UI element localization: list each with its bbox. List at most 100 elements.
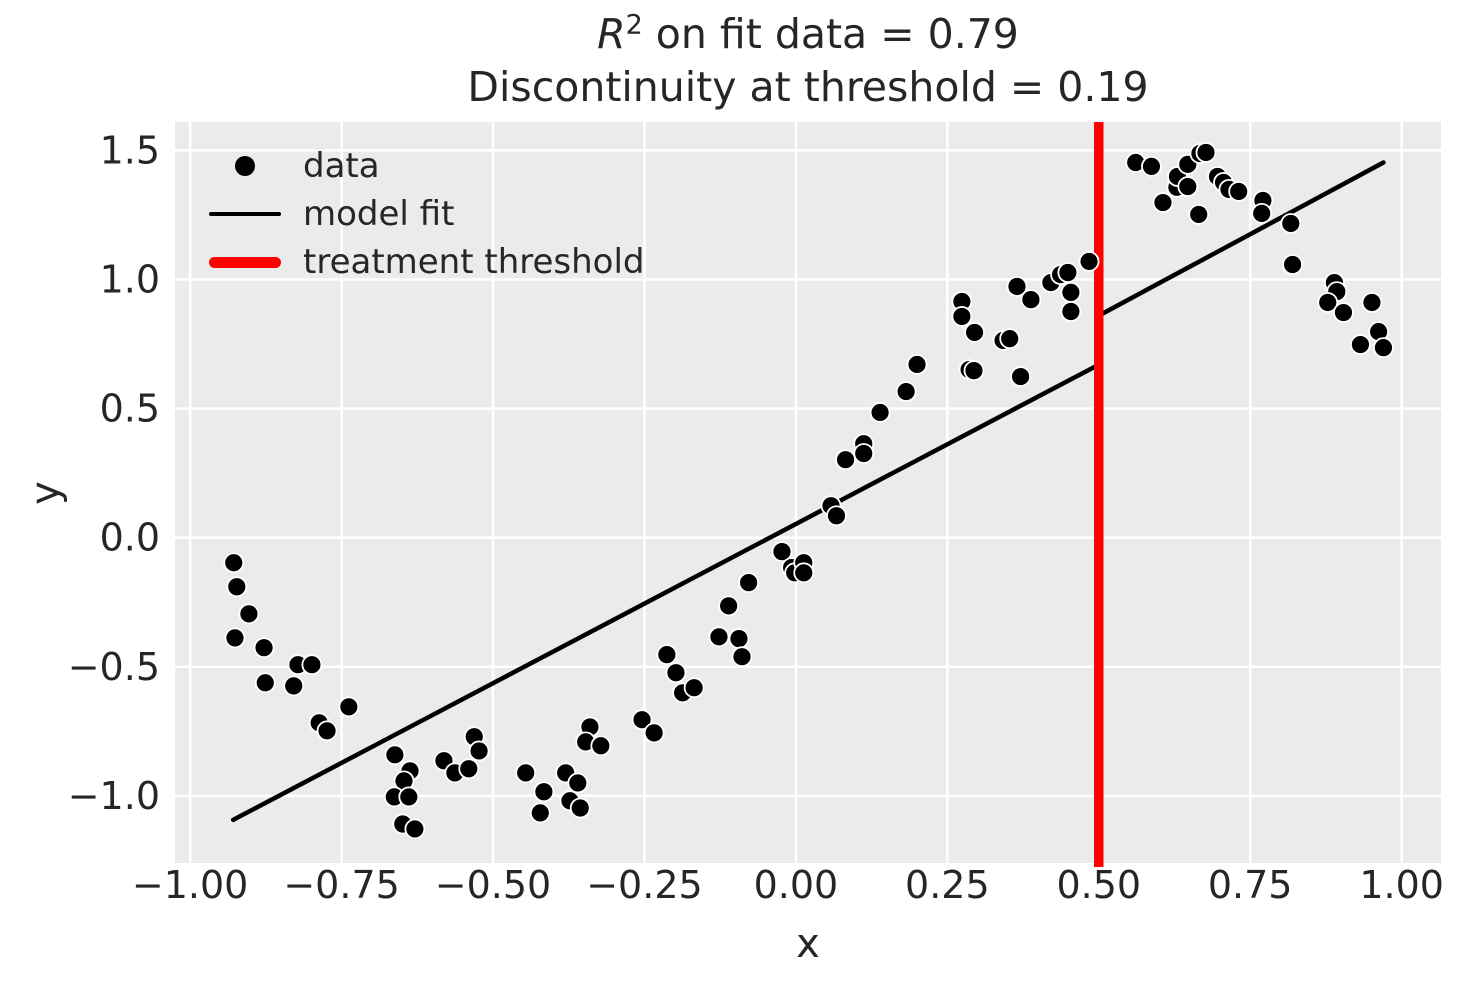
data-point: [964, 322, 985, 343]
data-point: [1006, 276, 1028, 297]
legend-swatch: [203, 256, 287, 268]
y-tick-label: −1.0: [68, 774, 160, 818]
data-point: [1010, 366, 1032, 387]
model-fit-line-icon: [209, 212, 281, 216]
x-tick-label: 0.50: [1056, 863, 1141, 907]
legend-label: treatment threshold: [303, 242, 645, 282]
data-point: [316, 720, 338, 742]
legend-swatch: [203, 212, 287, 216]
data-point: [238, 603, 260, 625]
data-point: [665, 662, 687, 684]
x-tick-label: −0.75: [283, 863, 399, 907]
data-point: [853, 443, 875, 464]
data-point: [301, 654, 323, 676]
data-point: [1057, 262, 1079, 283]
data-point: [771, 541, 793, 563]
data-point: [283, 675, 305, 697]
data-point: [567, 772, 589, 794]
data-point: [826, 505, 847, 527]
x-tick-label: 0.25: [905, 863, 990, 907]
data-point: [1251, 202, 1273, 224]
data-point: [533, 781, 555, 803]
x-tick-label: 0.00: [754, 863, 839, 907]
data-point: [1317, 292, 1339, 313]
x-tick-label: 1.00: [1359, 863, 1444, 907]
data-point: [254, 672, 276, 694]
x-tick-label: −0.50: [435, 863, 551, 907]
data-point: [643, 722, 665, 744]
data-point: [1060, 301, 1082, 322]
model-fit-line: [1096, 160, 1386, 318]
y-tick-label: 1.0: [100, 257, 160, 301]
data-point: [223, 552, 245, 574]
data-point: [835, 449, 856, 471]
data-point: [384, 744, 406, 766]
data-point: [1152, 192, 1174, 213]
model-fit-line: [230, 362, 1102, 823]
x-tick-label: 0.75: [1208, 863, 1293, 907]
data-point: [999, 328, 1021, 350]
title-line-1-text: on fit data = 0.79: [642, 10, 1019, 58]
data-point: [895, 381, 917, 402]
data-point: [226, 576, 248, 598]
data-point: [1373, 337, 1394, 359]
data-point: [793, 562, 815, 584]
data-point: [1195, 142, 1217, 163]
x-tick-label: −0.25: [586, 863, 702, 907]
data-point: [468, 740, 490, 762]
threshold-line-icon: [209, 256, 281, 268]
data-point: [683, 677, 705, 699]
data-point: [1188, 204, 1210, 225]
data-point: [515, 762, 537, 784]
data-point: [656, 644, 678, 666]
data-point: [869, 402, 891, 423]
data-point: [906, 354, 928, 375]
data-point: [951, 306, 973, 327]
legend-label: data: [303, 146, 380, 186]
data-point: [1177, 176, 1199, 197]
data-point: [708, 626, 730, 648]
data-point: [253, 637, 275, 659]
x-tick-label: −1.00: [132, 863, 248, 907]
data-point: [224, 627, 246, 649]
data-point: [1280, 213, 1302, 234]
data-point: [404, 818, 426, 840]
data-point: [1020, 289, 1042, 311]
y-tick-label: 1.5: [100, 128, 160, 172]
data-point: [718, 595, 740, 617]
chart-title: R2 on fit data = 0.79 Discontinuity at t…: [175, 8, 1441, 114]
y-tick-label: 0.0: [100, 516, 160, 560]
legend-entry-treatment-threshold: treatment threshold: [203, 238, 645, 286]
title-r-exponent: 2: [625, 9, 643, 41]
legend-entry-data: data: [203, 142, 645, 190]
legend: data model fit treatment threshold: [203, 142, 645, 286]
data-point: [1060, 282, 1082, 303]
data-point: [1141, 156, 1162, 177]
data-point: [590, 735, 612, 757]
x-axis-label: x: [796, 921, 820, 967]
data-point: [458, 758, 480, 780]
data-point: [1361, 292, 1383, 313]
data-point: [529, 802, 551, 824]
data-point: [731, 646, 753, 668]
data-point: [569, 797, 591, 819]
data-point: [338, 696, 360, 718]
data-point: [738, 572, 760, 594]
data-point: [1282, 254, 1303, 275]
title-line-2: Discontinuity at threshold = 0.19: [467, 63, 1149, 111]
legend-label: model fit: [303, 194, 455, 234]
data-point: [963, 360, 985, 382]
y-axis-label: y: [22, 481, 68, 505]
data-point: [1333, 302, 1354, 323]
data-point: [631, 709, 653, 731]
legend-swatch: [203, 156, 287, 176]
legend-entry-model-fit: model fit: [203, 190, 645, 238]
title-line-1: R2 on fit data = 0.79: [175, 8, 1441, 61]
data-point: [728, 628, 750, 650]
y-tick-label: −0.5: [68, 645, 160, 689]
data-point: [1350, 334, 1371, 355]
data-point: [1228, 181, 1250, 202]
title-r-variable: R: [597, 10, 626, 58]
